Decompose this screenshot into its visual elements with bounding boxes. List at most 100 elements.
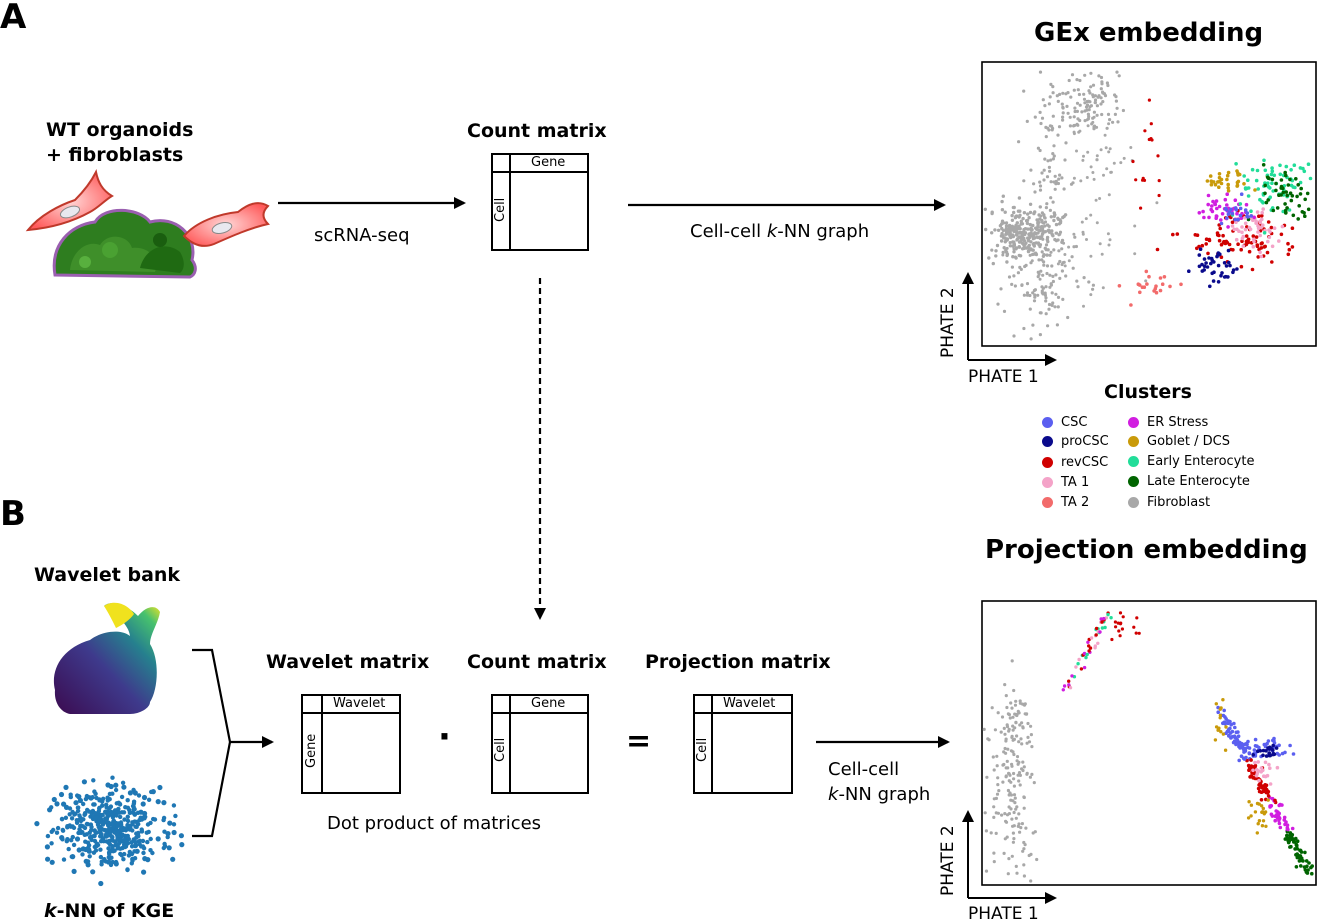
scatter-point bbox=[995, 764, 999, 768]
scatter-point bbox=[1070, 255, 1074, 259]
scatter-point bbox=[1274, 809, 1278, 813]
scatter-point bbox=[1129, 303, 1133, 307]
scatter-point bbox=[1294, 853, 1298, 857]
scatter-point bbox=[1007, 275, 1012, 279]
scatter-point bbox=[1231, 248, 1235, 252]
scatter-point bbox=[1031, 323, 1035, 327]
scatter-point bbox=[1097, 74, 1101, 78]
scatter-point bbox=[1257, 778, 1261, 783]
scatter-point bbox=[1150, 138, 1154, 142]
scatter-point bbox=[1032, 288, 1036, 293]
scatter-point bbox=[1017, 231, 1021, 235]
legend-dot bbox=[1042, 436, 1053, 447]
scatter-point bbox=[1028, 210, 1033, 215]
scatter-point bbox=[1073, 235, 1077, 239]
scatter-point bbox=[1025, 741, 1029, 745]
scatter-point bbox=[1017, 240, 1022, 244]
scatter-point bbox=[1039, 121, 1043, 126]
scatter-point bbox=[1044, 243, 1049, 247]
scatter-point bbox=[1080, 110, 1084, 114]
scatter-point bbox=[1072, 232, 1076, 236]
scatter-point bbox=[61, 857, 67, 862]
scatter-point bbox=[1003, 732, 1007, 736]
scatter-point bbox=[1158, 288, 1163, 293]
scatter-point bbox=[1003, 683, 1007, 687]
scatter-point bbox=[999, 287, 1003, 291]
scatter-point bbox=[1104, 146, 1108, 150]
scatter-point bbox=[1063, 253, 1067, 256]
scatter-point bbox=[995, 792, 1000, 796]
scatter-point bbox=[54, 801, 60, 807]
scatter-point bbox=[1292, 838, 1296, 842]
scatter-point bbox=[1144, 269, 1149, 274]
scatter-point bbox=[136, 830, 141, 836]
scatter-point bbox=[1011, 840, 1016, 844]
scatter-point bbox=[104, 831, 109, 837]
scatter-point bbox=[1108, 238, 1112, 242]
scatter-point bbox=[1011, 728, 1015, 732]
scatter-point bbox=[1261, 748, 1266, 753]
scatter-point bbox=[1254, 235, 1259, 239]
scatter-point bbox=[1005, 260, 1009, 264]
scatter-point bbox=[1139, 206, 1143, 210]
scatter-point bbox=[1007, 729, 1011, 733]
legend-label: proCSC bbox=[1061, 434, 1109, 449]
scatter-point bbox=[1004, 694, 1008, 698]
scatter-point bbox=[1001, 250, 1005, 255]
scatter-point bbox=[1075, 122, 1079, 126]
scatter-point bbox=[1266, 739, 1271, 743]
scatter-point bbox=[1278, 163, 1282, 168]
scatter-point bbox=[1092, 125, 1096, 129]
scatter-point bbox=[1303, 868, 1308, 872]
scatter-point bbox=[1072, 132, 1076, 136]
scatter-point bbox=[1052, 214, 1057, 218]
scatter-point bbox=[1263, 168, 1268, 173]
scatter-point bbox=[1252, 215, 1256, 220]
scatter-point bbox=[1087, 89, 1091, 93]
scatter-point bbox=[1070, 73, 1075, 77]
scatter-point bbox=[1018, 830, 1022, 834]
scatter-point bbox=[1031, 291, 1035, 295]
scatter-point bbox=[1227, 260, 1231, 265]
scatter-point bbox=[992, 768, 996, 772]
scatter-point bbox=[1084, 655, 1088, 660]
scatter-point bbox=[1062, 241, 1066, 245]
scatter-point bbox=[1017, 771, 1022, 775]
scatter-point bbox=[1043, 220, 1048, 224]
scatter-point bbox=[1222, 261, 1227, 265]
scatter-point bbox=[1287, 247, 1292, 252]
scatter-point bbox=[1206, 193, 1211, 198]
scatter-point bbox=[1057, 125, 1062, 129]
scatter-point bbox=[995, 243, 1000, 248]
scatter-point bbox=[1226, 170, 1231, 175]
scatter-point bbox=[124, 839, 129, 844]
scatter-point bbox=[1120, 627, 1124, 631]
scatter-point bbox=[120, 845, 125, 851]
scatter-point bbox=[1093, 101, 1097, 105]
scatter-point bbox=[1034, 251, 1038, 255]
scatter-point bbox=[1018, 723, 1022, 727]
scatter-point bbox=[1109, 616, 1113, 620]
scatter-point bbox=[1236, 217, 1240, 222]
scatter-point bbox=[1303, 850, 1307, 855]
scatter-point bbox=[1012, 752, 1016, 757]
scatter-point bbox=[1307, 861, 1311, 865]
scatter-point bbox=[1107, 243, 1111, 247]
scatter-point bbox=[1107, 122, 1111, 126]
scatter-point bbox=[993, 728, 998, 732]
scatter-point bbox=[1262, 158, 1266, 163]
scatter-point bbox=[1284, 190, 1288, 194]
scatter-point bbox=[1013, 703, 1018, 707]
scatter-point bbox=[98, 854, 104, 860]
scatter-point bbox=[996, 776, 1000, 780]
scatter-point bbox=[1267, 751, 1272, 755]
scatter-point bbox=[1137, 283, 1142, 287]
scatter-point bbox=[999, 730, 1003, 734]
scatter-point bbox=[1025, 119, 1029, 123]
scatter-point bbox=[1015, 755, 1020, 759]
scatter-point bbox=[1082, 304, 1085, 308]
scatter-point bbox=[161, 800, 167, 806]
scatter-point bbox=[1225, 730, 1230, 734]
scatter-point bbox=[1028, 293, 1032, 298]
scatter-point bbox=[1002, 726, 1006, 731]
